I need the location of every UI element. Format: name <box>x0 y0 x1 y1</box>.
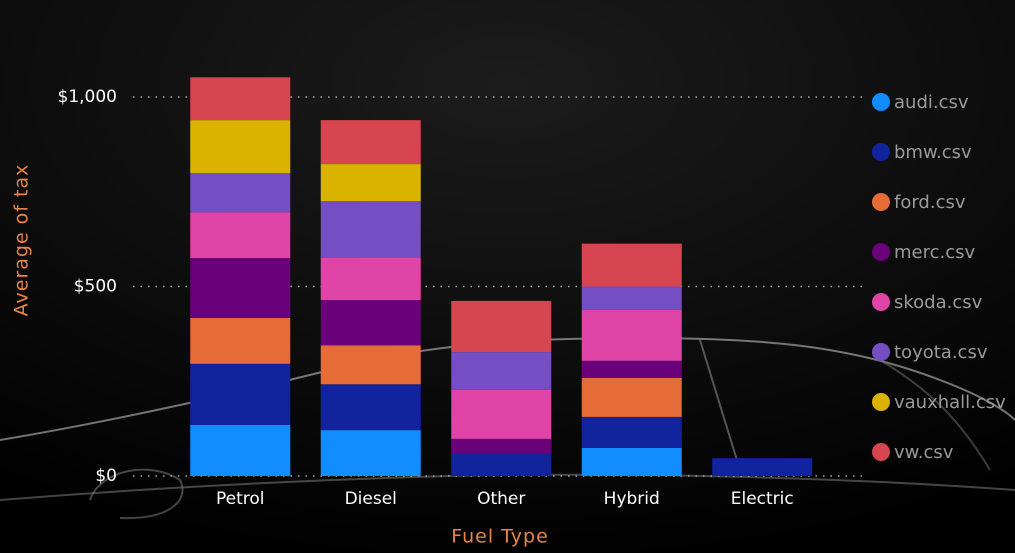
legend-label: audi.csv <box>894 92 969 113</box>
legend-marker <box>872 243 890 261</box>
bar-segment <box>190 317 291 364</box>
bar-segment <box>451 300 552 353</box>
bar-segment <box>451 389 552 439</box>
bar-segment <box>581 416 682 448</box>
bar-segment <box>320 345 421 385</box>
y-tick-label: $500 <box>74 277 117 297</box>
legend-marker <box>872 143 890 161</box>
legend-label: toyota.csv <box>894 342 988 363</box>
legend-marker <box>872 443 890 461</box>
bar-segment <box>581 377 682 417</box>
legend-label: merc.csv <box>894 242 976 263</box>
legend-label: bmw.csv <box>894 142 972 163</box>
y-tick-label: $0 <box>95 466 117 486</box>
bar-segment <box>320 120 421 165</box>
legend-marker <box>872 293 890 311</box>
bar-segment <box>320 257 421 301</box>
bar-segment <box>190 173 291 213</box>
x-tick-label: Electric <box>731 489 794 509</box>
bar-segment <box>451 352 552 390</box>
y-tick-label: $1,000 <box>58 87 117 107</box>
legend-marker <box>872 193 890 211</box>
bar-segment <box>581 286 682 310</box>
bar-segment <box>190 212 291 259</box>
bar-segment <box>451 454 552 476</box>
bar-segment <box>581 360 682 378</box>
bar-segment <box>712 458 813 476</box>
bar-segment <box>190 424 291 476</box>
bar-segment <box>320 300 421 346</box>
x-tick-label: Other <box>477 489 525 509</box>
legend-marker <box>872 393 890 411</box>
bar-segment <box>320 164 421 202</box>
bar-segment <box>190 77 291 121</box>
bar-segment <box>190 258 291 318</box>
bar-segment <box>190 363 291 425</box>
legend-label: vw.csv <box>894 442 954 463</box>
x-tick-label: Petrol <box>216 489 265 509</box>
bar-segment <box>320 201 421 258</box>
bar-segment <box>581 309 682 361</box>
bar-segment <box>581 243 682 287</box>
legend-label: vauxhall.csv <box>894 392 1006 413</box>
legend-label: ford.csv <box>894 192 966 213</box>
bar-segment <box>581 447 682 476</box>
legend-marker <box>872 93 890 111</box>
bar-segment <box>320 384 421 431</box>
x-axis-title: Fuel Type <box>451 526 549 548</box>
y-axis-title: Average of tax <box>11 164 33 317</box>
bar-segment <box>451 438 552 455</box>
bar-segment <box>320 430 421 476</box>
x-tick-label: Hybrid <box>604 489 660 509</box>
legend-marker <box>872 343 890 361</box>
bar-segment <box>190 120 291 174</box>
x-tick-label: Diesel <box>345 489 397 509</box>
legend-label: skoda.csv <box>894 292 983 313</box>
